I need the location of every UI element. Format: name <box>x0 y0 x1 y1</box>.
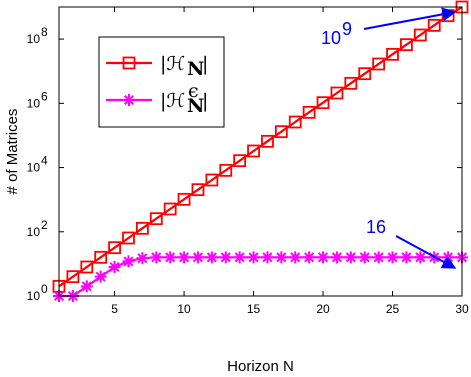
data-point-square <box>205 173 219 187</box>
data-point-square <box>66 270 80 284</box>
annotation-layer: 10 9 16 <box>321 7 457 269</box>
annotation-label: 10 <box>321 28 341 48</box>
y-tick-exponent: 0 <box>41 282 48 296</box>
legend-box <box>98 36 225 128</box>
data-point-asterisk <box>289 251 302 264</box>
series-line <box>58 6 463 288</box>
legend: |ℋ N||ℋ Nϵ | <box>98 36 225 128</box>
legend-marker-asterisk <box>123 94 135 106</box>
data-point-square <box>219 163 233 177</box>
data-point-asterisk <box>164 251 177 264</box>
data-point-square <box>358 67 372 81</box>
data-point-asterisk <box>400 251 413 264</box>
data-point-square <box>344 76 358 90</box>
x-tick-label: 30 <box>455 302 469 316</box>
data-point-asterisk <box>150 251 163 264</box>
data-point-square <box>80 260 94 274</box>
data-point-square <box>288 115 302 129</box>
data-point-square <box>413 28 427 42</box>
annotation-exponent: 9 <box>342 19 352 39</box>
series-h-n-eps <box>53 251 468 302</box>
y-tick-exponent: 8 <box>41 25 48 39</box>
legend-label-close: | <box>202 90 208 112</box>
data-point-square <box>122 231 135 245</box>
x-tick-label: 10 <box>177 302 191 316</box>
x-tick-label: 20 <box>316 302 330 316</box>
data-point-asterisk <box>122 255 135 268</box>
y-tick-exponent: 4 <box>41 154 48 168</box>
series-line <box>59 256 462 298</box>
data-point-square <box>316 96 330 110</box>
y-tick-label: 10 <box>27 32 41 46</box>
data-point-square <box>177 192 191 206</box>
y-tick-label: 10 <box>27 96 41 110</box>
legend-label-subscript: N <box>187 95 204 117</box>
data-point-asterisk <box>414 251 427 264</box>
data-point-square <box>427 18 441 32</box>
data-point-asterisk <box>261 251 274 264</box>
y-tick-label: 10 <box>27 161 41 175</box>
data-point-square <box>400 38 413 52</box>
data-point-square <box>94 250 108 264</box>
data-point-square <box>149 212 163 226</box>
plot-frame <box>58 6 463 297</box>
legend-label: |ℋ <box>160 53 185 75</box>
x-tick-label: 5 <box>111 302 118 316</box>
y-tick-exponent: 2 <box>41 218 48 232</box>
data-point-asterisk <box>386 251 399 264</box>
data-point-asterisk <box>303 251 316 264</box>
legend-label-subscript: N <box>187 58 204 80</box>
data-point-square <box>108 241 121 255</box>
data-point-asterisk <box>247 251 260 264</box>
data-point-square <box>247 144 260 158</box>
data-point-square <box>135 221 149 235</box>
data-point-square <box>233 154 247 168</box>
data-point-asterisk <box>317 251 330 264</box>
data-point-asterisk <box>358 251 371 264</box>
data-point-asterisk <box>205 251 218 264</box>
data-point-asterisk <box>233 251 246 264</box>
data-point-square <box>261 134 274 148</box>
data-point-asterisk <box>344 251 357 264</box>
y-tick-label: 10 <box>27 289 41 303</box>
data-point-asterisk <box>94 270 107 283</box>
data-point-asterisk <box>136 252 149 265</box>
legend-marker-square <box>122 56 136 70</box>
legend-label: |ℋ <box>160 90 185 112</box>
data-point-square <box>330 86 344 100</box>
y-axis-label: # of Matrices <box>4 109 21 195</box>
data-point-square <box>386 47 399 61</box>
data-point-asterisk <box>191 251 204 264</box>
x-tick-label: 25 <box>386 302 400 316</box>
data-point-asterisk <box>108 261 121 274</box>
data-point-asterisk <box>178 251 191 264</box>
data-point-square <box>302 105 316 119</box>
legend-label-superscript: ϵ <box>188 80 199 102</box>
data-point-asterisk <box>80 280 93 293</box>
data-point-square <box>372 57 386 71</box>
annotation-arrow <box>395 235 457 269</box>
data-point-square <box>274 125 288 139</box>
data-point-asterisk <box>330 251 343 264</box>
legend-label-close: | <box>202 53 208 75</box>
data-point-square <box>163 202 177 216</box>
data-point-asterisk <box>219 251 232 264</box>
data-point-asterisk <box>372 251 385 264</box>
data-point-asterisk <box>275 251 288 264</box>
x-axis-label: Horizon N <box>227 358 294 375</box>
data-point-square <box>191 183 205 197</box>
annotation-label: 16 <box>366 217 386 237</box>
annotation-arrow <box>363 7 457 30</box>
y-tick-exponent: 6 <box>41 89 48 103</box>
y-tick-label: 10 <box>27 225 41 239</box>
x-tick-label: 15 <box>247 302 261 316</box>
